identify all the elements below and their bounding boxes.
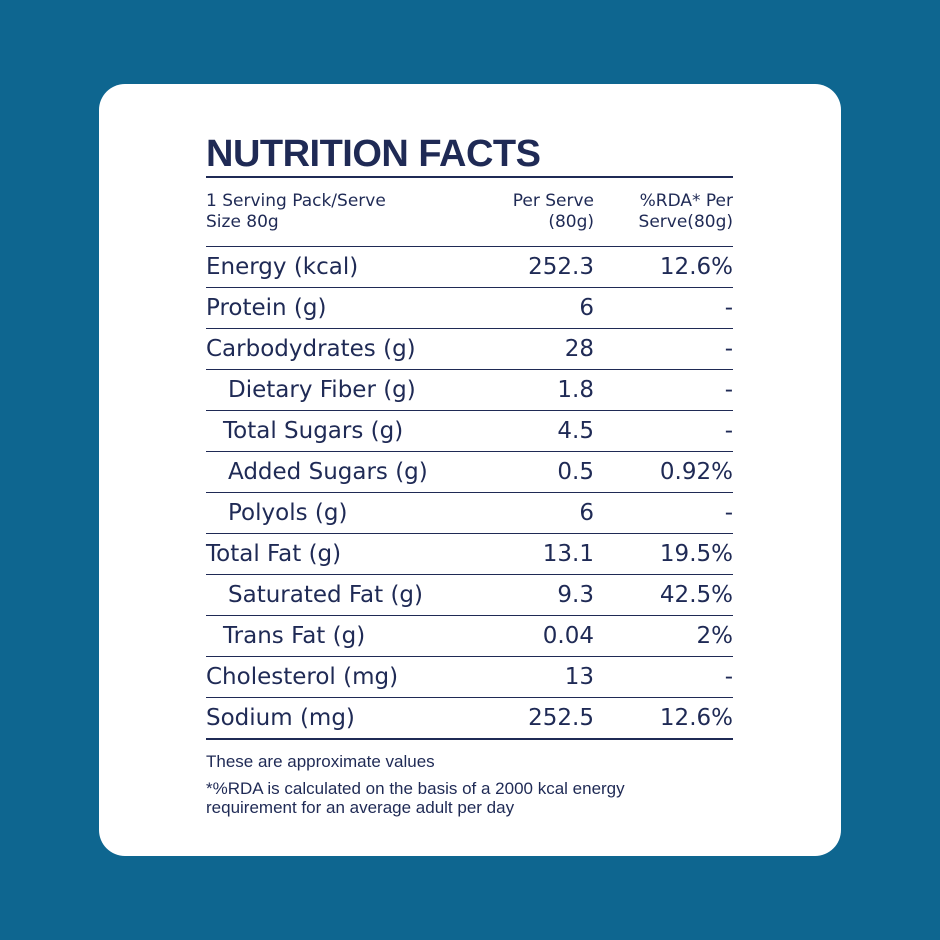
rda-value: - <box>724 500 733 526</box>
per-serve-value: 9.3 <box>557 582 594 608</box>
footnotes: These are approximate values *%RDA is ca… <box>206 752 733 817</box>
nutrient-name: Total Sugars (g) <box>223 418 404 444</box>
rda-value: - <box>724 664 733 690</box>
rda-value: 12.6% <box>659 254 733 280</box>
rda-value: 19.5% <box>659 541 733 567</box>
per-serve-value: 13.1 <box>542 541 594 567</box>
rda-value: - <box>724 377 733 403</box>
per-serve-value: 28 <box>564 336 594 362</box>
table-row-polyols: Polyols (g) 6 - <box>206 492 733 533</box>
rda-header-line-1: %RDA* Per <box>639 191 733 211</box>
rda-footnote-line-1: *%RDA is calculated on the basis of a 20… <box>206 779 625 798</box>
serving-size-header: 1 Serving Pack/Serve Size 80g <box>206 191 486 233</box>
approximate-values-note: These are approximate values <box>206 752 435 771</box>
nutrition-panel: NUTRITION FACTS 1 Serving Pack/Serve Siz… <box>206 132 733 817</box>
nutrient-name: Trans Fat (g) <box>223 623 366 649</box>
rda-value: - <box>724 418 733 444</box>
table-row-dietary-fiber: Dietary Fiber (g) 1.8 - <box>206 369 733 410</box>
nutrient-name: Energy (kcal) <box>206 254 359 280</box>
rda-value: 12.6% <box>659 705 733 731</box>
rda-header: %RDA* Per Serve(80g) <box>594 191 733 233</box>
per-serve-value: 252.5 <box>528 705 594 731</box>
rda-header-line-2: Serve(80g) <box>638 212 733 232</box>
rda-value: 0.92% <box>659 459 733 485</box>
per-serve-header: Per Serve (80g) <box>486 191 594 233</box>
rda-value: 2% <box>696 623 734 649</box>
rda-footnote: *%RDA is calculated on the basis of a 20… <box>206 779 733 817</box>
nutrient-name: Carbodydrates (g) <box>206 336 416 362</box>
per-serve-value: 252.3 <box>528 254 594 280</box>
per-serve-value: 4.5 <box>557 418 594 444</box>
table-row-saturated-fat: Saturated Fat (g) 9.3 42.5% <box>206 574 733 615</box>
per-serve-value: 0.04 <box>542 623 594 649</box>
table-row-trans-fat: Trans Fat (g) 0.04 2% <box>206 615 733 656</box>
nutrient-name: Protein (g) <box>206 295 327 321</box>
table-row-total-sugars: Total Sugars (g) 4.5 - <box>206 410 733 451</box>
rda-value: - <box>724 295 733 321</box>
serving-size-line-2: Size 80g <box>206 212 279 232</box>
nutrient-name: Total Fat (g) <box>206 541 342 567</box>
rda-value: 42.5% <box>659 582 733 608</box>
table-row-total-fat: Total Fat (g) 13.1 19.5% <box>206 533 733 574</box>
nutrient-name: Saturated Fat (g) <box>228 582 424 608</box>
panel-title: NUTRITION FACTS <box>206 133 541 175</box>
per-serve-value: 0.5 <box>557 459 594 485</box>
per-serve-value: 13 <box>564 664 594 690</box>
per-serve-value: 1.8 <box>557 377 594 403</box>
nutrient-name: Added Sugars (g) <box>228 459 428 485</box>
table-row-protein: Protein (g) 6 - <box>206 287 733 328</box>
per-serve-header-line-1: Per Serve <box>512 191 594 211</box>
rda-footnote-line-2: requirement for an average adult per day <box>206 798 515 817</box>
per-serve-value: 6 <box>579 500 594 526</box>
per-serve-value: 6 <box>579 295 594 321</box>
table-header: 1 Serving Pack/Serve Size 80g Per Serve … <box>206 178 733 246</box>
table-row-sodium: Sodium (mg) 252.5 12.6% <box>206 697 733 740</box>
rda-value: - <box>724 336 733 362</box>
title-rule <box>206 176 733 178</box>
per-serve-header-line-2: (80g) <box>548 212 594 232</box>
nutrient-name: Polyols (g) <box>228 500 348 526</box>
nutrient-name: Cholesterol (mg) <box>206 664 399 690</box>
nutrient-name: Dietary Fiber (g) <box>228 377 416 403</box>
nutrition-card: NUTRITION FACTS 1 Serving Pack/Serve Siz… <box>99 84 841 856</box>
serving-size-line-1: 1 Serving Pack/Serve <box>206 191 386 211</box>
table-row-energy: Energy (kcal) 252.3 12.6% <box>206 246 733 287</box>
table-row-carbohydrates: Carbodydrates (g) 28 - <box>206 328 733 369</box>
table-row-added-sugars: Added Sugars (g) 0.5 0.92% <box>206 451 733 492</box>
nutrient-name: Sodium (mg) <box>206 705 355 731</box>
table-row-cholesterol: Cholesterol (mg) 13 - <box>206 656 733 697</box>
